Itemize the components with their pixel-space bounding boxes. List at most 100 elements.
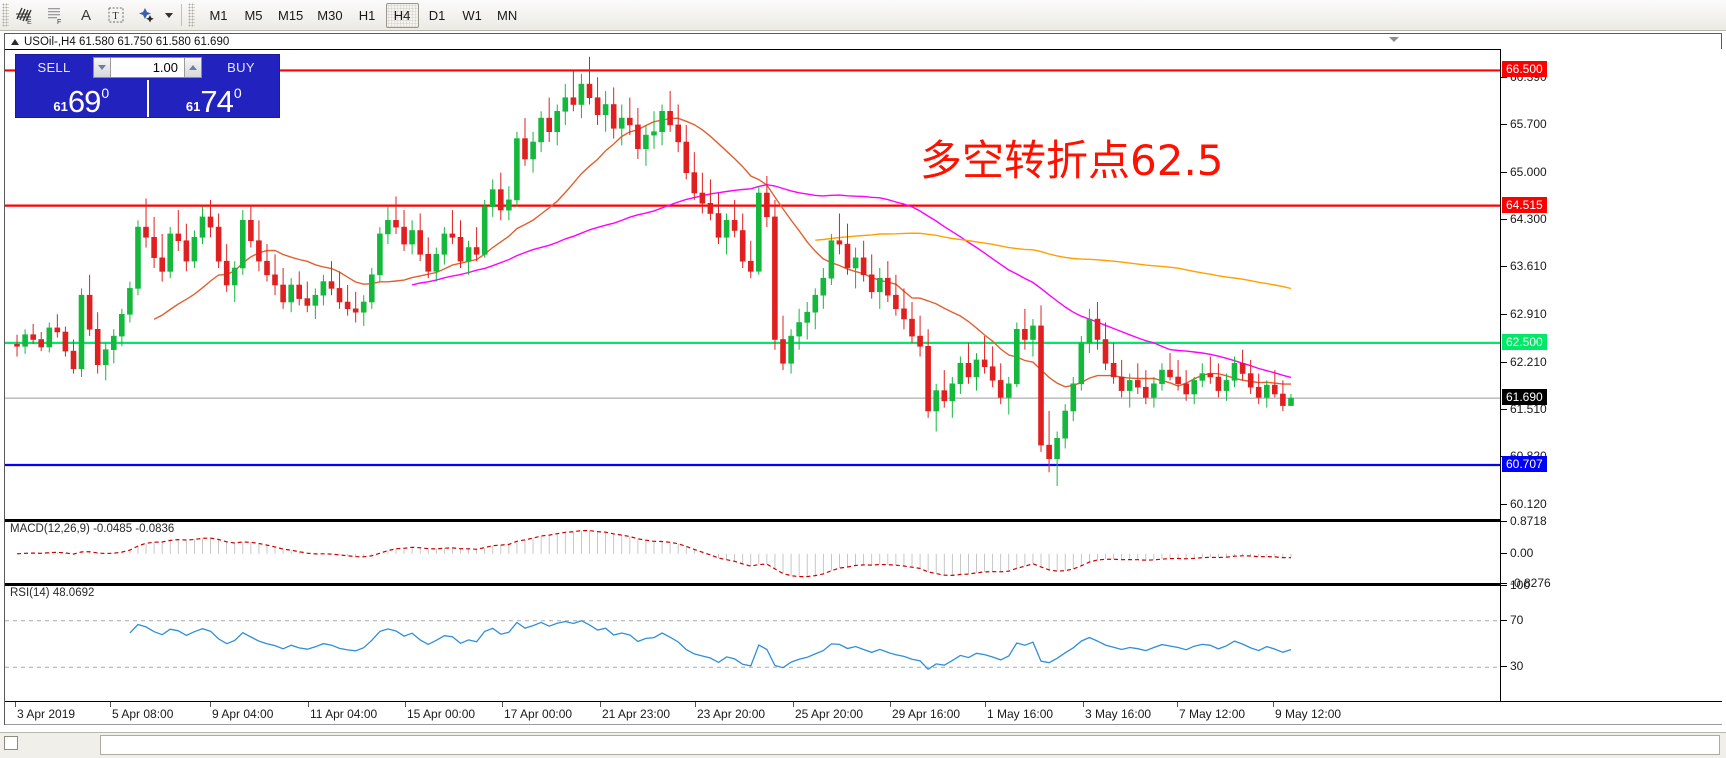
- timeframe-button-h1[interactable]: H1: [358, 7, 376, 23]
- macd-tick-label: 0.8718: [1510, 514, 1547, 528]
- sell-price-display[interactable]: 61 69 0: [16, 80, 147, 117]
- terminal-tab-icon[interactable]: [4, 736, 18, 750]
- timeframe-button-m5[interactable]: M5: [244, 7, 263, 23]
- time-tick-label: 5 Apr 08:00: [112, 707, 174, 721]
- main-toolbar: E F A T: [0, 0, 1726, 31]
- support-tag-60707[interactable]: 60.707: [1502, 456, 1547, 473]
- rsi-tick-label: 100: [1510, 578, 1531, 592]
- time-tick-label: 1 May 16:00: [987, 707, 1054, 721]
- timeframe-bar: M1 M5 M15 M30 H1 H4 D1 W1 MN: [201, 2, 525, 28]
- price-chart-canvas[interactable]: [5, 50, 1500, 519]
- last-price-tag-61690[interactable]: 61.690: [1502, 389, 1547, 406]
- sell-price-sup: 0: [101, 85, 110, 101]
- time-tick: [15, 702, 16, 707]
- time-tick-label: 21 Apr 23:00: [602, 707, 671, 721]
- volume-stepper[interactable]: 1.00: [93, 57, 202, 78]
- price-tick: [1501, 266, 1507, 268]
- price-tick: [1501, 76, 1507, 78]
- rsi-tick: [1501, 585, 1507, 586]
- volume-increase-button[interactable]: [184, 58, 201, 77]
- macd-pane[interactable]: MACD(12,26,9) -0.0485 -0.0836: [5, 521, 1500, 583]
- volume-input[interactable]: 1.00: [111, 58, 184, 77]
- status-bar: [0, 732, 1726, 758]
- time-tick: [1177, 702, 1178, 707]
- timeframe-grip[interactable]: [188, 3, 195, 27]
- price-tick: [1501, 361, 1507, 363]
- collapse-triangle-icon[interactable]: [11, 38, 19, 45]
- text-tool-icon[interactable]: A: [80, 6, 91, 24]
- rsi-label: RSI(14) 48.0692: [10, 587, 95, 599]
- sell-button[interactable]: SELL: [37, 60, 71, 75]
- price-tick: [1501, 504, 1507, 505]
- rsi-canvas: [5, 619, 1500, 671]
- macd-label: MACD(12,26,9) -0.0485 -0.0836: [10, 523, 175, 535]
- sell-price-whole: 61: [53, 99, 68, 114]
- octp-header: SELL 1.00 BUY: [16, 55, 279, 80]
- buy-price-big: 74: [200, 83, 233, 119]
- time-tick: [985, 702, 986, 707]
- time-tick-label: 11 Apr 04:00: [310, 707, 378, 721]
- buy-price-display[interactable]: 61 74 0: [146, 80, 280, 119]
- page-title: USOil-,H4 61.580 61.750 61.580 61.690: [24, 35, 230, 48]
- resistance-tag-64515[interactable]: 64.515: [1502, 196, 1547, 213]
- price-tick-label: 63.610: [1510, 259, 1547, 274]
- price-tick-label: 65.700: [1510, 116, 1547, 131]
- macd-tick-label: -0.8276: [1510, 576, 1551, 590]
- pane-divider-1: [5, 519, 1500, 521]
- chevron-down-icon[interactable]: [1389, 37, 1399, 42]
- rsi-tick-label: 30: [1510, 659, 1524, 674]
- templates-icon[interactable]: F: [41, 1, 71, 29]
- timeframe-button-m30[interactable]: M30: [317, 7, 343, 23]
- price-scale[interactable]: 66.39065.70065.00064.30063.61062.91062.2…: [1500, 49, 1722, 701]
- price-tick-label: 64.300: [1510, 212, 1547, 227]
- svg-text:F: F: [57, 19, 61, 26]
- price-tick-label: 65.000: [1510, 164, 1547, 179]
- price-pane[interactable]: [5, 49, 1500, 519]
- price-tick: [1501, 219, 1507, 221]
- status-input-field[interactable]: [100, 735, 1720, 755]
- time-axis[interactable]: 3 Apr 2019 5 Apr 08:00 9 Apr 04:00 11 Apr 0…: [5, 701, 1722, 725]
- caret-up-icon: [189, 65, 197, 70]
- objects-icon[interactable]: [131, 1, 161, 29]
- macd-canvas: [16, 530, 1292, 578]
- time-tick: [1083, 702, 1084, 707]
- buy-price-sup: 0: [233, 85, 242, 101]
- resistance-tag-66500[interactable]: 66.500: [1502, 61, 1547, 78]
- price-tick-label: 62.210: [1510, 354, 1547, 369]
- buy-button[interactable]: BUY: [227, 60, 255, 75]
- time-tick-label: 7 May 12:00: [1179, 707, 1246, 721]
- pane-divider-2: [5, 583, 1500, 585]
- timeframe-button-m1[interactable]: M1: [209, 7, 228, 23]
- svg-text:T: T: [113, 11, 119, 22]
- time-tick: [793, 702, 794, 707]
- rsi-tick-label: 70: [1510, 612, 1524, 627]
- time-tick-label: 9 Apr 04:00: [212, 707, 274, 721]
- price-tick: [1501, 171, 1507, 173]
- time-tick-label: 25 Apr 20:00: [795, 707, 864, 721]
- price-tick: [1501, 409, 1507, 411]
- timeframe-button-mn[interactable]: MN: [496, 7, 518, 23]
- timeframe-button-w1[interactable]: W1: [462, 7, 482, 23]
- time-tick-label: 29 Apr 16:00: [892, 707, 961, 721]
- pivot-tag-62500[interactable]: 62.500: [1502, 333, 1547, 350]
- toolbar-grip[interactable]: [2, 3, 9, 27]
- one-click-trading-panel[interactable]: SELL 1.00 BUY 61 69 0 61 74 0: [15, 54, 280, 118]
- timeframe-button-d1[interactable]: D1: [428, 7, 446, 23]
- time-tick: [110, 702, 111, 707]
- time-tick-label: 17 Apr 00:00: [504, 707, 573, 721]
- text-label-icon[interactable]: T: [101, 1, 131, 29]
- time-tick: [210, 702, 211, 707]
- timeframe-button-m15[interactable]: M15: [278, 7, 304, 23]
- indicators-icon[interactable]: E: [11, 1, 41, 29]
- macd-tick: [1501, 552, 1507, 554]
- time-tick-label: 9 May 12:00: [1275, 707, 1342, 721]
- time-tick: [502, 702, 503, 707]
- timeframe-button-h4[interactable]: H4: [385, 2, 419, 28]
- volume-decrease-button[interactable]: [94, 58, 111, 77]
- rsi-pane[interactable]: RSI(14) 48.0692: [5, 585, 1500, 701]
- objects-dropdown-icon[interactable]: [161, 1, 177, 29]
- price-tick-label: 61.510: [1510, 402, 1547, 417]
- chart-annotation-text: 多空转折点62.5: [920, 136, 1224, 185]
- sell-price-big: 69: [67, 83, 101, 119]
- svg-text:E: E: [27, 19, 32, 26]
